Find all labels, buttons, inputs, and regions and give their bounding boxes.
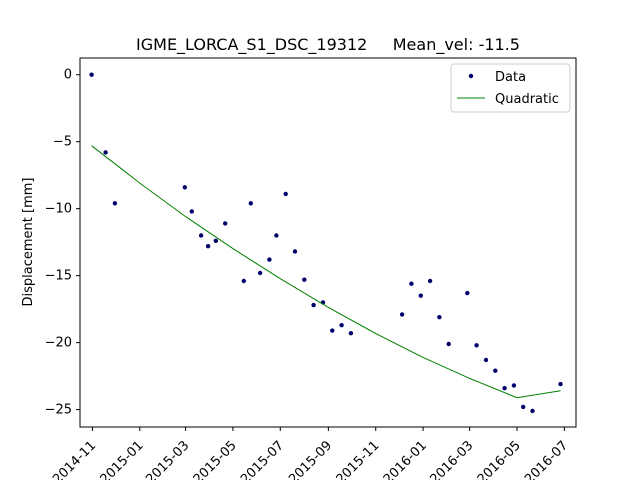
data-point: [311, 302, 316, 308]
x-tick-label: 2015-01: [98, 438, 147, 480]
y-tick-label: −25: [45, 403, 72, 418]
y-tick-label: −5: [53, 135, 72, 150]
data-point: [103, 150, 108, 155]
plot-area: [80, 58, 576, 427]
legend-label: Quadratic: [495, 92, 559, 107]
data-point: [427, 278, 433, 284]
legend-marker-point: [468, 73, 474, 79]
x-tick-label: 2016-07: [522, 438, 571, 480]
data-point: [257, 270, 263, 276]
y-tick-label: −15: [45, 269, 72, 284]
data-point: [274, 233, 279, 238]
data-point: [112, 201, 118, 206]
legend: Data Quadratic: [450, 63, 571, 113]
data-point: [437, 315, 442, 320]
data-point: [223, 221, 228, 226]
data-point: [348, 331, 354, 336]
x-tick-label: 2016-01: [381, 438, 430, 480]
data-point: [409, 281, 414, 286]
chart-title: IGME_LORCA_S1_DSC_19312 Mean_vel: -11.5: [136, 35, 520, 55]
series-layer: [89, 72, 563, 414]
data-point: [339, 323, 344, 328]
data-point: [292, 249, 298, 254]
data-point: [399, 312, 405, 317]
legend-box: [450, 63, 571, 113]
y-tick-label: 0: [64, 68, 72, 83]
x-tick-label: 2015-07: [238, 438, 287, 480]
legend-label: Data: [495, 70, 526, 85]
data-point: [248, 201, 253, 206]
data-point: [89, 72, 94, 77]
x-tick-label: 2015-09: [286, 438, 335, 480]
x-tick-label: 2016-03: [427, 438, 476, 480]
data-point: [474, 343, 479, 348]
data-point: [330, 328, 335, 333]
data-point: [205, 244, 211, 249]
data-point: [530, 408, 535, 414]
data-point: [465, 290, 470, 296]
data-point: [241, 278, 246, 284]
data-point: [511, 383, 517, 388]
plot-border: [79, 57, 577, 428]
x-tick-label: 2015-03: [143, 438, 192, 480]
series-line-quadratic: [91, 145, 561, 399]
x-tick-label: 2016-05: [475, 438, 524, 480]
y-tick-label: −20: [45, 336, 72, 351]
data-point: [483, 357, 489, 363]
x-tick-label: 2015-05: [191, 438, 240, 480]
data-point: [182, 185, 187, 190]
data-point: [418, 293, 423, 298]
data-point: [198, 233, 204, 238]
data-point: [521, 404, 526, 410]
data-point: [189, 209, 194, 214]
x-tick-label: 2014-11: [50, 438, 99, 480]
data-point: [558, 381, 563, 387]
data-point: [267, 257, 272, 262]
x-tick-label: 2015-11: [334, 438, 383, 480]
data-point: [213, 238, 218, 243]
data-point: [493, 368, 498, 373]
data-point: [446, 341, 451, 347]
data-point: [502, 386, 507, 391]
y-axis-label: Displacement [mm]: [21, 178, 36, 307]
data-point: [283, 191, 288, 197]
y-tick-label: −10: [45, 202, 72, 217]
data-point: [302, 277, 307, 282]
